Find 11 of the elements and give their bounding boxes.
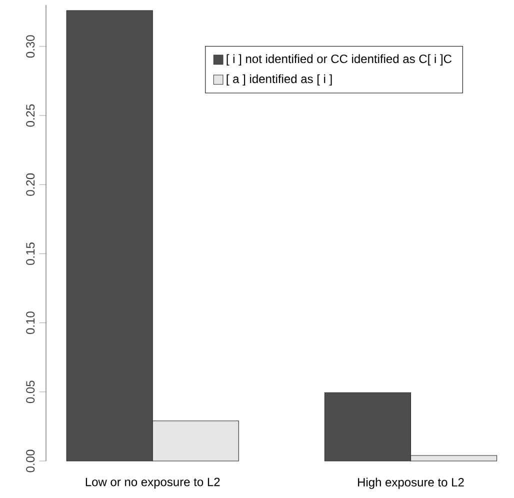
legend-label: [ i ] not identified or CC identified as C[ i ]C	[226, 54, 452, 66]
y-tick-label: 0.25	[26, 104, 35, 127]
y-tick-label: 0.10	[26, 312, 35, 334]
legend-label: [ a ] identified as [ i ]	[226, 74, 332, 86]
x-tick-label: High exposure to L2	[358, 478, 464, 489]
y-tick-label: 0.15	[26, 242, 35, 265]
y-tick-label: 0.20	[26, 173, 35, 196]
y-tick-label: 0.30	[26, 35, 35, 58]
y-tick-label: 0.05	[26, 380, 35, 404]
x-tick-label: Low or no exposure to L2	[86, 478, 220, 489]
y-tick-label: 0.00	[26, 450, 35, 472]
